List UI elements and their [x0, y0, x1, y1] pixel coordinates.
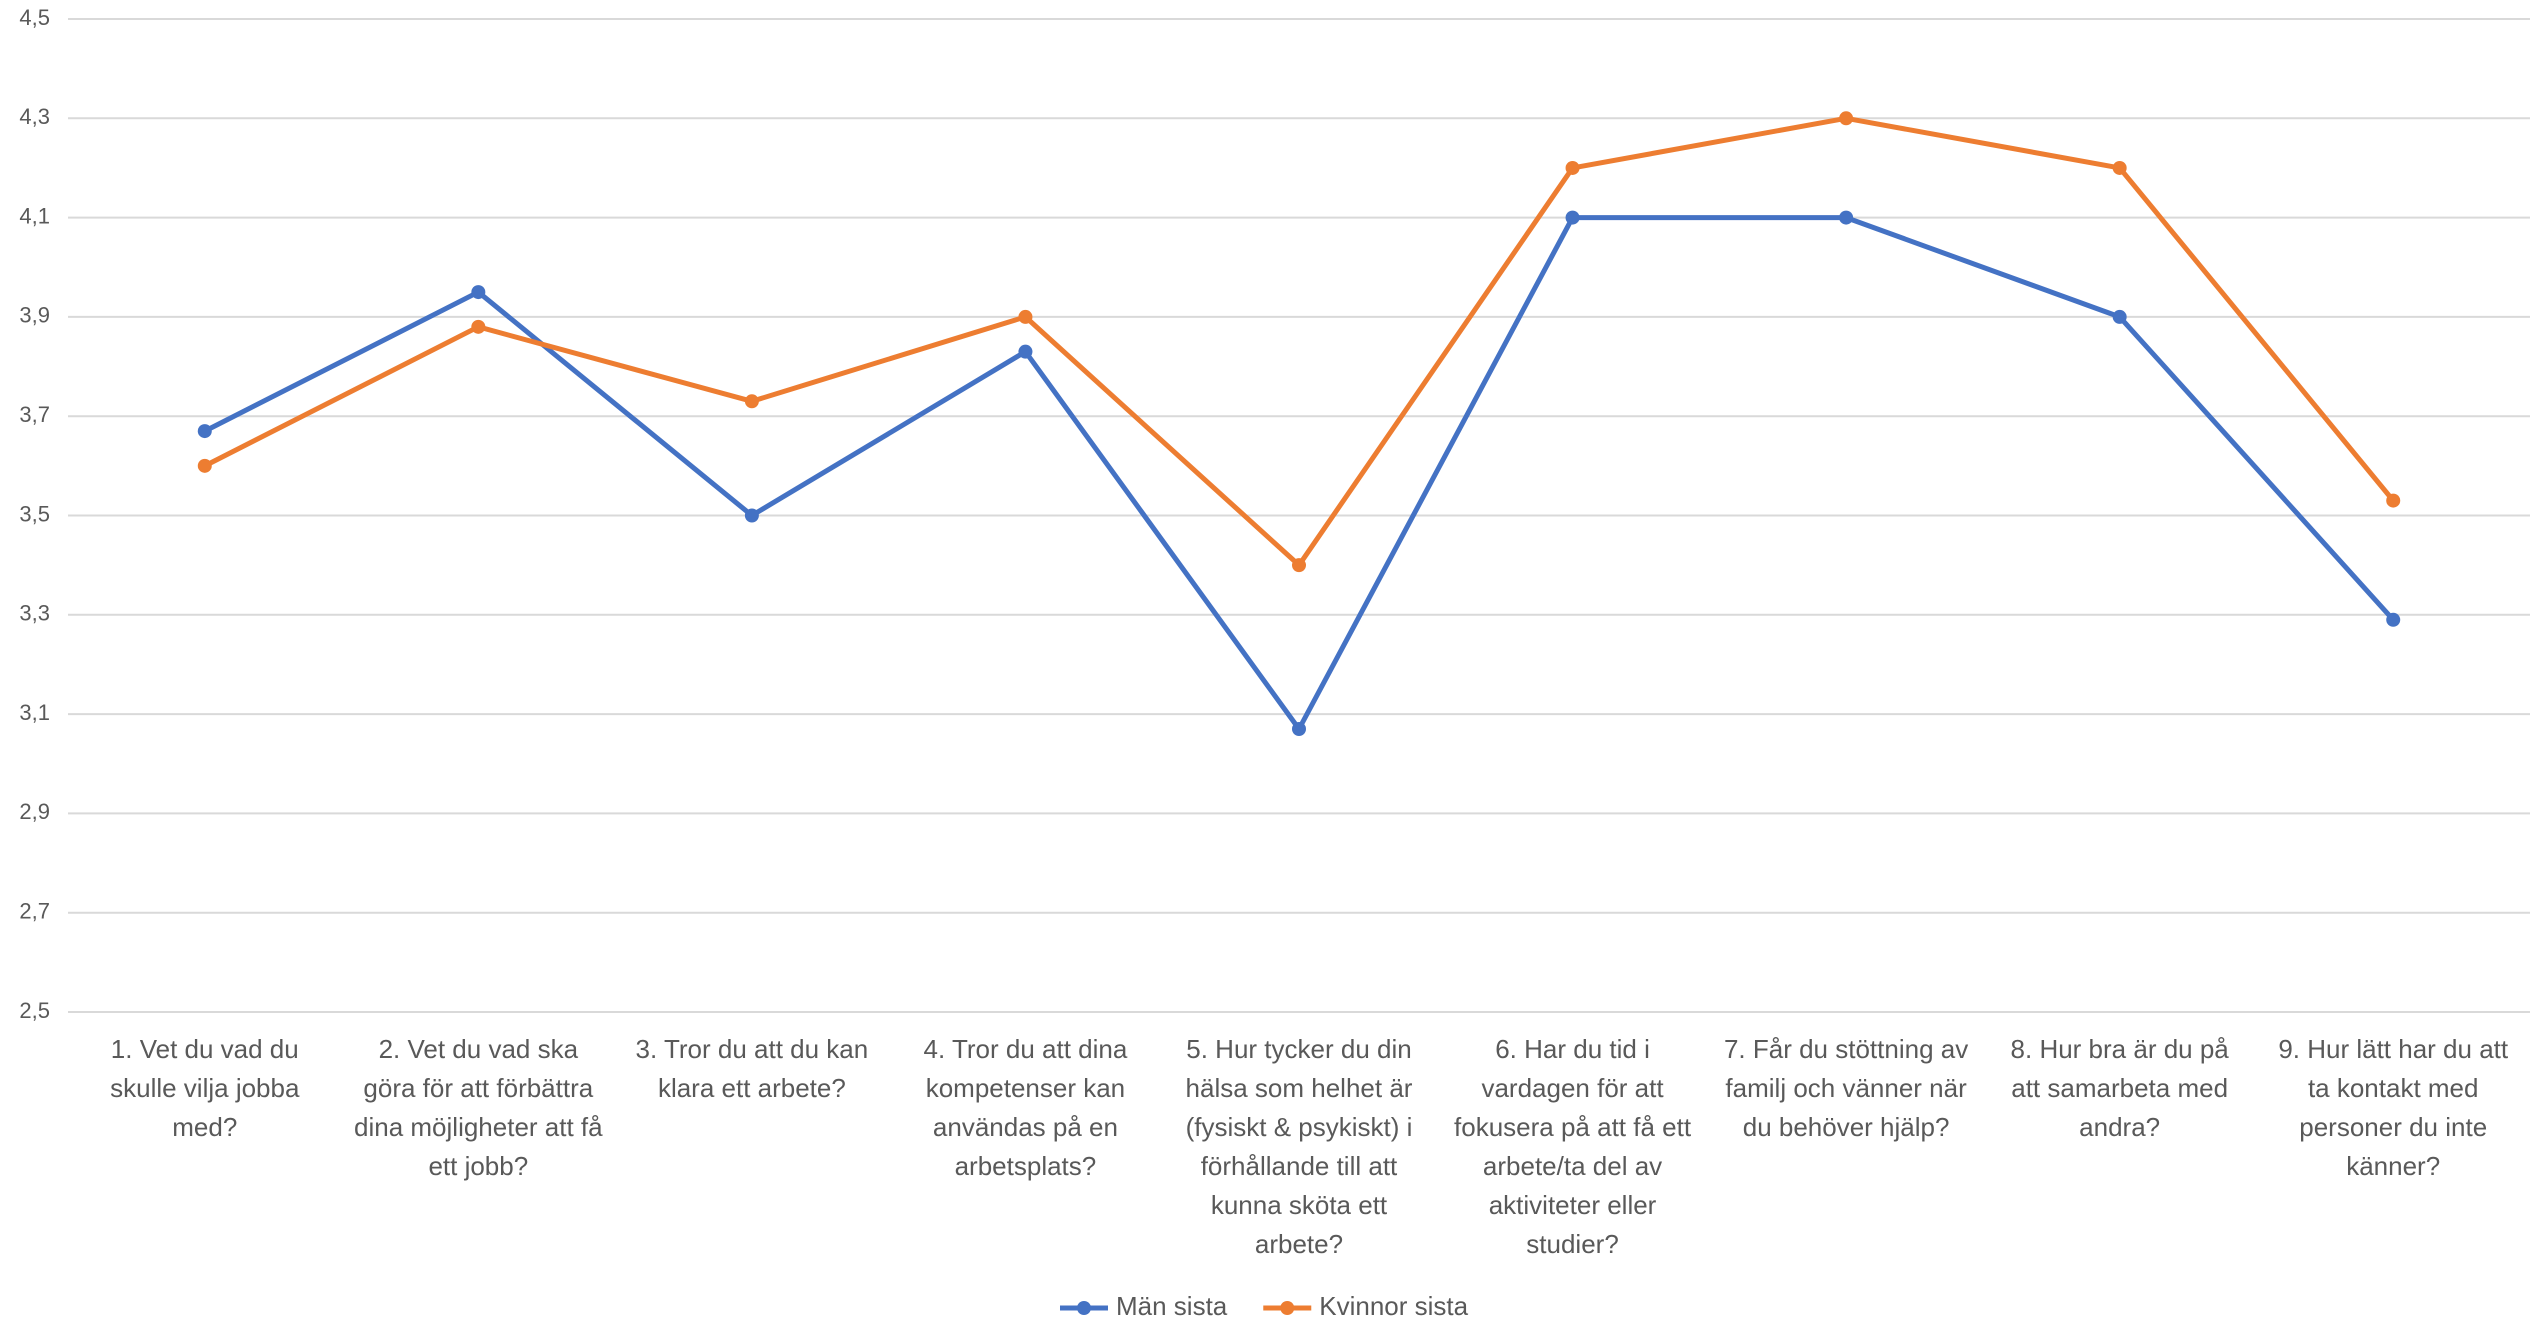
x-tick-label: 1. Vet du vad du skulle vilja jobba med?: [110, 1034, 300, 1142]
data-point: [2112, 160, 2127, 175]
data-point: [1018, 344, 1033, 359]
y-tick-label: 4,1: [19, 203, 50, 228]
x-tick-label: 4. Tror du att dina kompetenser kan anvä…: [923, 1034, 1128, 1181]
y-tick-label: 4,5: [19, 5, 50, 30]
y-tick-label: 3,7: [19, 402, 50, 427]
data-point: [1292, 558, 1306, 573]
x-tick-label: 3. Tror du att du kan klara ett arbete?: [635, 1034, 869, 1103]
x-tick-label: 7. Får du stöttning av familj och vänner…: [1723, 1034, 1969, 1142]
y-tick-label: 2,5: [19, 998, 50, 1023]
data-point: [1839, 111, 1854, 126]
legend-label: Kvinnor sista: [1319, 1291, 1468, 1321]
y-tick-label: 3,1: [19, 700, 50, 725]
y-tick-label: 4,3: [19, 104, 50, 129]
data-point: [1839, 210, 1854, 225]
x-tick-label: 8. Hur bra är du på att samarbeta med an…: [2010, 1034, 2229, 1142]
data-point: [197, 458, 212, 473]
data-point: [471, 285, 486, 300]
data-point: [1018, 309, 1033, 324]
x-tick-label: 6. Har du tid i vardagen för att fokuser…: [1454, 1034, 1692, 1259]
y-tick-label: 2,9: [19, 799, 50, 824]
data-point: [2386, 493, 2401, 508]
legend-label: Män sista: [1116, 1291, 1228, 1321]
data-point: [471, 319, 486, 334]
y-tick-label: 2,7: [19, 899, 50, 924]
data-point: [197, 424, 212, 439]
legend-marker: [1077, 1301, 1091, 1315]
series-line: [203, 115, 2396, 568]
data-point: [2386, 612, 2401, 627]
x-tick-label: 9. Hur lätt har du att ta kontakt med pe…: [2278, 1034, 2509, 1181]
x-tick-label: 5. Hur tycker du din hälsa som helhet är…: [1185, 1034, 1413, 1259]
data-point: [1292, 721, 1306, 736]
data-point: [744, 394, 759, 409]
y-tick-label: 3,5: [19, 501, 50, 526]
legend-marker: [1280, 1301, 1295, 1315]
y-tick-label: 3,9: [19, 303, 50, 328]
data-point: [1565, 160, 1580, 175]
data-point: [2112, 309, 2127, 324]
data-point: [744, 508, 759, 523]
series-line: [203, 215, 2396, 732]
x-tick-label: 2. Vet du vad ska göra för att förbättra…: [354, 1034, 603, 1181]
y-tick-label: 3,3: [19, 601, 50, 626]
data-point: [1565, 210, 1580, 225]
